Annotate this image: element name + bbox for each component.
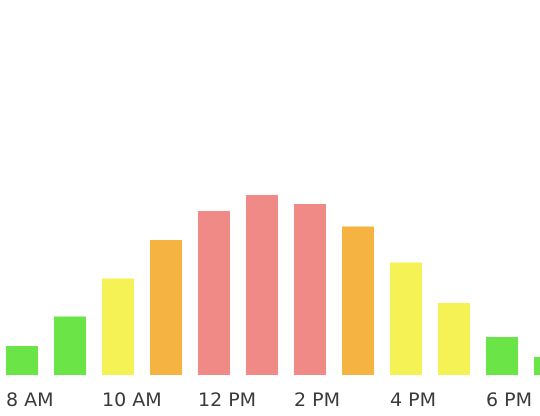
x-tick-label: 2 PM <box>294 389 340 411</box>
bar-9-am <box>54 316 86 375</box>
bars-group <box>6 195 540 375</box>
bar-6-pm <box>486 336 518 375</box>
bar-4-pm <box>390 262 422 375</box>
bar-12-pm <box>198 210 230 375</box>
x-tick-label: 8 AM <box>6 389 54 411</box>
bar-11-am <box>150 240 182 375</box>
bar-3-pm <box>342 226 374 375</box>
x-tick-label: 4 PM <box>390 389 436 411</box>
bar-7-pm <box>534 357 540 375</box>
x-axis-ticks: 8 AM 10 AM 12 PM 2 PM 4 PM 6 PM <box>6 389 532 411</box>
bar-10-am <box>102 278 134 375</box>
x-tick-label: 6 PM <box>486 389 532 411</box>
x-tick-label: 12 PM <box>198 389 256 411</box>
bar-5-pm <box>438 303 470 375</box>
x-tick-label: 10 AM <box>102 389 162 411</box>
bar-8-am <box>6 345 38 375</box>
bar-2-pm <box>294 204 326 375</box>
bar-1-pm <box>246 195 278 375</box>
